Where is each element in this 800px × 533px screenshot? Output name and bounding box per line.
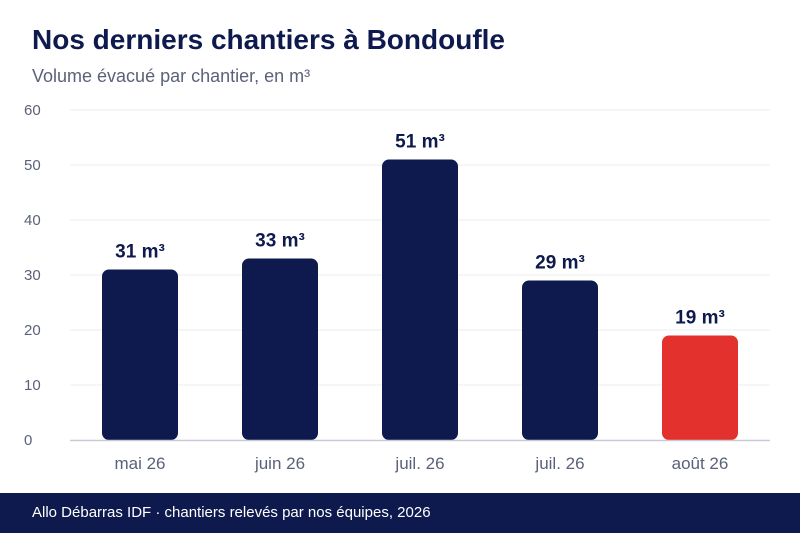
y-tick-label: 0 <box>24 432 32 449</box>
chart-title: Nos derniers chantiers à Bondoufle <box>32 24 505 55</box>
x-tick-label: juin 26 <box>254 454 305 473</box>
footer-bar: Allo Débarras IDF · chantiers relevés pa… <box>0 493 800 533</box>
y-tick-label: 20 <box>24 322 41 339</box>
y-tick-label: 60 <box>24 102 41 119</box>
x-tick-label: mai 26 <box>114 454 165 473</box>
bar <box>522 280 598 440</box>
x-tick-label: juil. 26 <box>534 454 584 473</box>
bar-chart: 0 10 20 30 40 50 60 31 m³ mai 26 33 m³ juin 26 51 m… <box>24 102 770 473</box>
x-tick-label: juil. 26 <box>394 454 444 473</box>
bar <box>102 269 178 440</box>
bar-value-label: 51 m³ <box>395 132 445 153</box>
y-tick-label: 40 <box>24 212 41 229</box>
y-tick-label: 10 <box>24 377 41 394</box>
bar-value-label: 31 m³ <box>115 242 165 263</box>
chart-subtitle: Volume évacué par chantier, en m³ <box>32 66 311 86</box>
y-tick-label: 50 <box>24 157 41 174</box>
footer-source: Allo Débarras IDF · chantiers relevés pa… <box>32 504 431 521</box>
y-tick-label: 30 <box>24 267 41 284</box>
bar-value-label: 29 m³ <box>535 253 585 274</box>
bar-value-label: 19 m³ <box>675 308 725 329</box>
x-tick-label: août 26 <box>672 454 729 473</box>
bar-value-label: 33 m³ <box>255 231 305 252</box>
bar <box>662 335 738 440</box>
bar <box>242 258 318 440</box>
bar <box>382 159 458 440</box>
